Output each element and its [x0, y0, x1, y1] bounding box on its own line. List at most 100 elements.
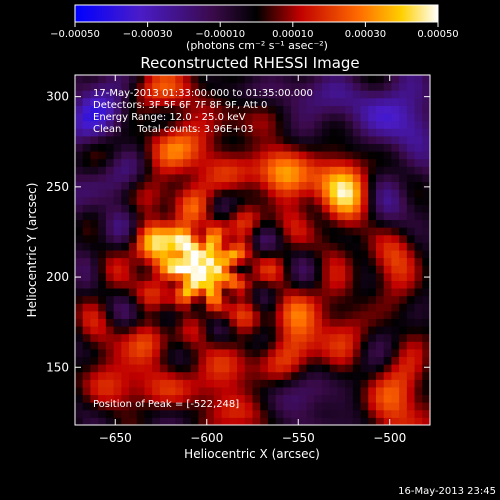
heatmap-cell — [229, 242, 238, 251]
heatmap-cell — [121, 97, 130, 106]
heatmap-cell — [237, 90, 246, 99]
heatmap-cell — [183, 341, 192, 350]
heatmap-cell — [244, 310, 253, 319]
heatmap-cell — [213, 242, 223, 251]
heatmap-cell — [399, 257, 408, 266]
heatmap-cell — [360, 120, 369, 129]
heatmap-cell — [399, 402, 408, 411]
heatmap-cell — [144, 234, 153, 243]
heatmap-cell — [229, 166, 238, 175]
heatmap-cell — [159, 135, 169, 144]
heatmap-cell — [129, 348, 138, 358]
heatmap-cell — [414, 120, 423, 129]
heatmap-cell — [283, 257, 292, 266]
heatmap-cell — [360, 211, 369, 221]
heatmap-cell — [98, 135, 107, 144]
heatmap-cell — [175, 113, 184, 122]
heatmap-cell — [391, 409, 400, 418]
heatmap-cell — [329, 181, 338, 190]
heatmap-cell — [136, 97, 145, 106]
heatmap-cell — [375, 333, 385, 342]
heatmap-cell — [345, 295, 354, 304]
heatmap-cell — [329, 318, 338, 327]
heatmap-cell — [252, 158, 261, 167]
heatmap-cell — [136, 394, 145, 403]
heatmap-cell — [383, 227, 392, 236]
heatmap-cell — [190, 280, 199, 289]
heatmap-cell — [337, 105, 346, 114]
heatmap-cell — [368, 219, 377, 228]
heatmap-cell — [183, 364, 192, 373]
heatmap-cell — [175, 151, 184, 160]
heatmap-cell — [291, 113, 300, 122]
heatmap-cell — [252, 318, 261, 327]
heatmap-cell — [329, 135, 338, 144]
heatmap-cell — [337, 242, 346, 251]
heatmap-cell — [244, 371, 253, 380]
heatmap-cell — [345, 105, 354, 114]
heatmap-cell — [113, 242, 122, 251]
heatmap-cell — [152, 234, 161, 243]
heatmap-cell — [183, 143, 192, 152]
heatmap-cell — [206, 280, 215, 289]
heatmap-cell — [105, 326, 115, 335]
heatmap-cell — [175, 75, 184, 84]
heatmap-cell — [136, 348, 145, 358]
heatmap-cell — [190, 379, 199, 388]
heatmap-cell — [90, 318, 99, 327]
heatmap-cell — [298, 417, 308, 426]
heatmap-cell — [406, 75, 416, 84]
heatmap-cell — [198, 166, 207, 175]
heatmap-cell — [98, 310, 107, 319]
heatmap-cell — [229, 348, 238, 358]
heatmap-cell — [252, 227, 261, 236]
heatmap-cell — [237, 386, 246, 396]
heatmap-cell — [267, 151, 277, 160]
heatmap-cell — [414, 341, 423, 350]
heatmap-cell — [422, 394, 431, 403]
heatmap-cell — [267, 113, 277, 122]
heatmap-cell — [321, 379, 331, 388]
heatmap-cell — [275, 181, 284, 190]
heatmap-cell — [291, 310, 300, 319]
heatmap-cell — [152, 82, 161, 91]
heatmap-cell — [414, 82, 423, 91]
heatmap-cell — [422, 82, 431, 91]
heatmap-cell — [260, 303, 269, 312]
heatmap-cell — [321, 409, 331, 418]
heatmap-cell — [329, 196, 338, 205]
heatmap-cell — [352, 303, 362, 312]
heatmap-cell — [360, 219, 369, 228]
heatmap-cell — [260, 90, 269, 99]
heatmap-cell — [283, 402, 292, 411]
heatmap-cell — [360, 295, 369, 304]
heatmap-cell — [75, 386, 84, 396]
heatmap-cell — [298, 310, 308, 319]
heatmap-cell — [422, 318, 431, 327]
heatmap-cell — [368, 333, 377, 342]
heatmap-cell — [267, 219, 277, 228]
heatmap-cell — [198, 386, 207, 396]
heatmap-cell — [298, 272, 308, 281]
heatmap-cell — [90, 364, 99, 373]
heatmap-cell — [267, 417, 277, 426]
heatmap-cell — [244, 135, 253, 144]
heatmap-cell — [190, 204, 199, 213]
heatmap-cell — [252, 97, 261, 106]
heatmap-cell — [221, 326, 230, 335]
heatmap-cell — [167, 280, 176, 289]
heatmap-cell — [90, 181, 99, 190]
heatmap-cell — [291, 234, 300, 243]
heatmap-cell — [113, 295, 122, 304]
heatmap-cell — [82, 173, 91, 183]
heatmap-cell — [229, 326, 238, 335]
heatmap-cell — [352, 402, 362, 411]
heatmap-cell — [360, 348, 369, 358]
heatmap-cell — [175, 227, 184, 236]
heatmap-cell — [183, 288, 192, 297]
heatmap-cell — [283, 82, 292, 91]
heatmap-cell — [368, 257, 377, 266]
heatmap-cell — [275, 409, 284, 418]
heatmap-cell — [337, 318, 346, 327]
heatmap-cell — [229, 219, 238, 228]
